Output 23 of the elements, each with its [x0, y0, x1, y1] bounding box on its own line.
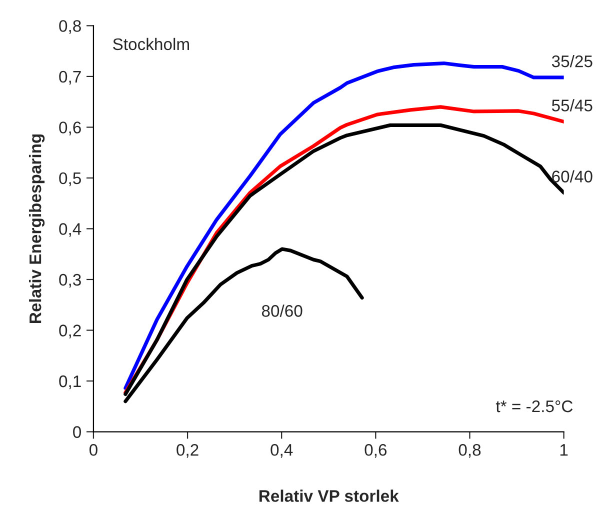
x-tick-label: 1 [560, 444, 568, 456]
series-label: 55/45 [552, 99, 592, 112]
annotation: Stockholm [113, 38, 189, 50]
x-axis-title: Relativ VP storlek [259, 490, 399, 502]
series-label: 60/40 [552, 170, 592, 182]
y-tick-label: 0,1 [59, 375, 81, 390]
x-tick-label: 0,4 [270, 444, 293, 458]
series-label: 35/25 [552, 54, 592, 68]
y-tick-label: 0,2 [59, 324, 81, 338]
y-tick-label: 0,6 [59, 122, 81, 136]
x-tick-label: 0,6 [364, 444, 387, 458]
y-axis-title: Relativ Energibesparing [28, 134, 45, 324]
x-tick-label: 0,8 [458, 444, 481, 458]
y-tick-label: 0,5 [59, 172, 81, 186]
y-tick-label: 0,3 [59, 274, 81, 288]
annotation: t* = -2.5°C [496, 400, 573, 412]
text: 80/60 [262, 304, 302, 317]
x-tick-label: 0,2 [176, 444, 198, 458]
y-tick-label: 0,8 [59, 20, 81, 34]
y-tick-label: 0,7 [59, 70, 81, 85]
y-tick-label: 0,4 [59, 223, 82, 237]
y-tick-label: 0 [73, 426, 82, 438]
x-tick-label: 0 [89, 444, 98, 456]
